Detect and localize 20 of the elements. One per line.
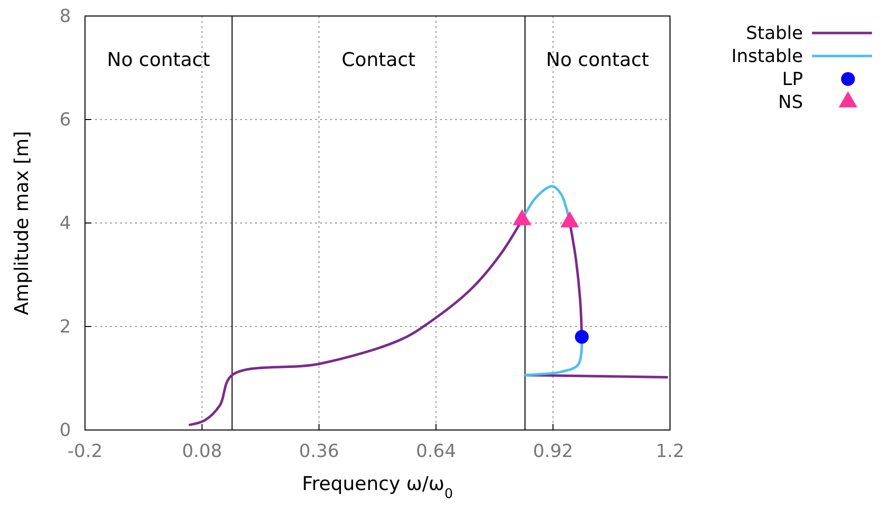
annotation: No contact xyxy=(546,49,649,71)
x-tick-label: 0.08 xyxy=(182,440,222,462)
x-tick-label: -0.2 xyxy=(67,440,103,462)
legend-label: NS xyxy=(778,92,803,113)
x-tick-label: 0.64 xyxy=(416,440,456,462)
x-axis-title: Frequency ω/ω$_{0}$ xyxy=(302,473,453,502)
y-tick-label: 0 xyxy=(60,420,71,441)
y-tick-label: 2 xyxy=(60,316,71,338)
x-tick-label: 0.92 xyxy=(532,440,574,462)
x-tick-label: 0.36 xyxy=(298,440,340,462)
legend-label: Stable xyxy=(746,23,803,44)
y-tick-label: 8 xyxy=(60,6,71,27)
legend-label: Instable xyxy=(731,46,803,67)
y-axis-title: Amplitude max [m] xyxy=(11,130,33,316)
x-tick-label: 1.2 xyxy=(656,440,684,462)
y-tick-label: 4 xyxy=(60,212,71,234)
annotation: No contact xyxy=(107,49,210,71)
y-tick-label: 6 xyxy=(60,109,71,130)
legend-label: LP xyxy=(782,69,804,90)
annotation: Contact xyxy=(342,49,416,71)
